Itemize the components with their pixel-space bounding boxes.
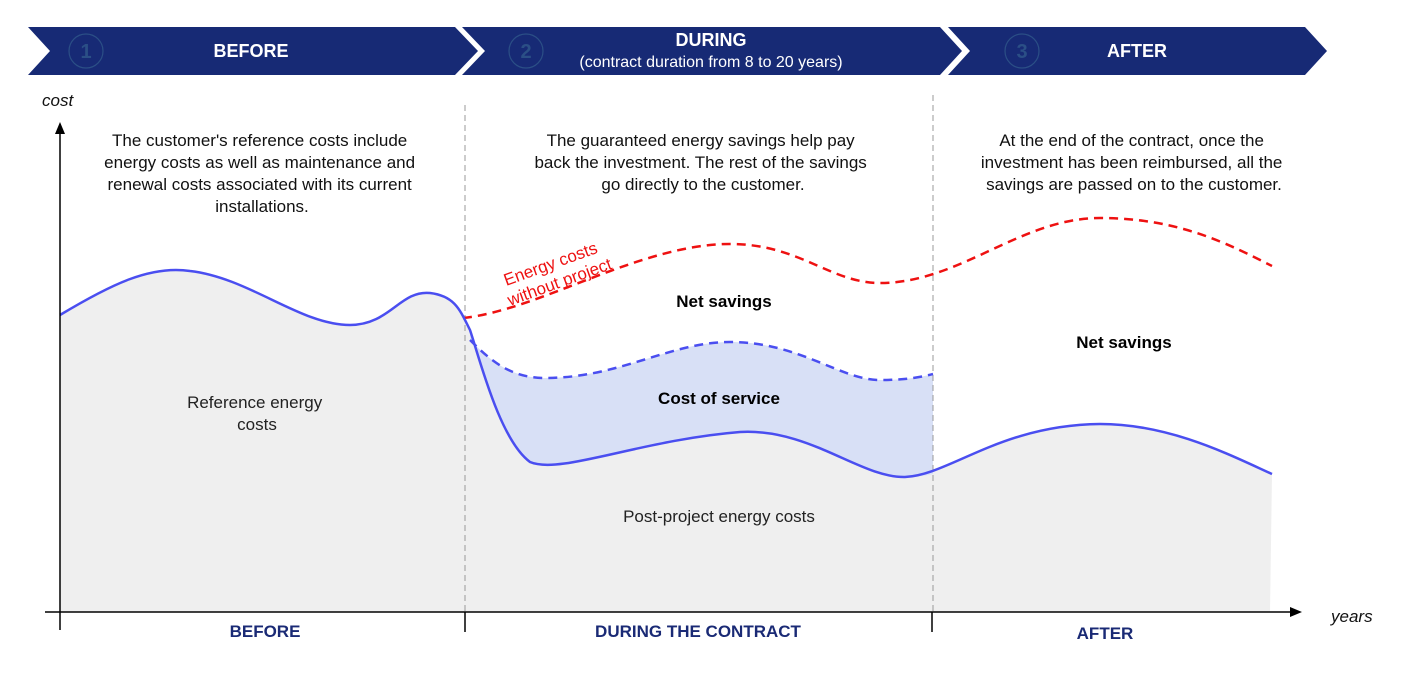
net-savings-after-label: Net savings	[1076, 333, 1171, 352]
step-number: 1	[80, 41, 91, 63]
step-number: 2	[520, 41, 531, 63]
x-axis-arrow-icon	[1290, 607, 1302, 617]
description-before: The customer's reference costs include e…	[104, 131, 420, 216]
cost-of-service-upper-curve	[469, 339, 934, 382]
cost-of-service-area	[470, 330, 933, 478]
x-axis-label: years	[1330, 607, 1373, 626]
phase-label-before: BEFORE	[230, 622, 301, 641]
step-circle-icon	[1004, 33, 1040, 69]
y-axis-label: cost	[42, 91, 74, 110]
header-after: 3 AFTER	[948, 27, 1327, 75]
reference-energy-costs-label: Reference energy costs	[187, 393, 327, 434]
without-project-label: Energy costs without project	[497, 235, 615, 310]
energy-costs-without-project-curve	[462, 216, 1273, 320]
header-title: BEFORE	[213, 41, 288, 61]
header-before: 1 BEFORE	[28, 27, 478, 75]
cost-of-service-label: Cost of service	[658, 389, 780, 408]
y-axis-arrow-icon	[55, 122, 65, 134]
net-savings-during-label: Net savings	[676, 292, 771, 311]
step-circle-icon	[68, 33, 104, 69]
phase-label-after: AFTER	[1077, 624, 1134, 643]
phase-label-during: DURING THE CONTRACT	[595, 622, 801, 641]
header-subtitle: (contract duration from 8 to 20 years)	[579, 54, 842, 71]
header-title: DURING	[676, 30, 747, 50]
step-circle-icon	[508, 33, 544, 69]
reference-cost-area	[60, 269, 1272, 612]
header-during: 2 DURING (contract duration from 8 to 20…	[462, 27, 962, 75]
step-number: 3	[1016, 41, 1027, 63]
energy-cost-curve	[59, 268, 1273, 479]
description-during: The guaranteed energy savings help pay b…	[534, 131, 871, 194]
description-after: At the end of the contract, once the inv…	[981, 131, 1287, 194]
post-project-energy-costs-label: Post-project energy costs	[623, 507, 815, 526]
header-title: AFTER	[1107, 41, 1167, 61]
